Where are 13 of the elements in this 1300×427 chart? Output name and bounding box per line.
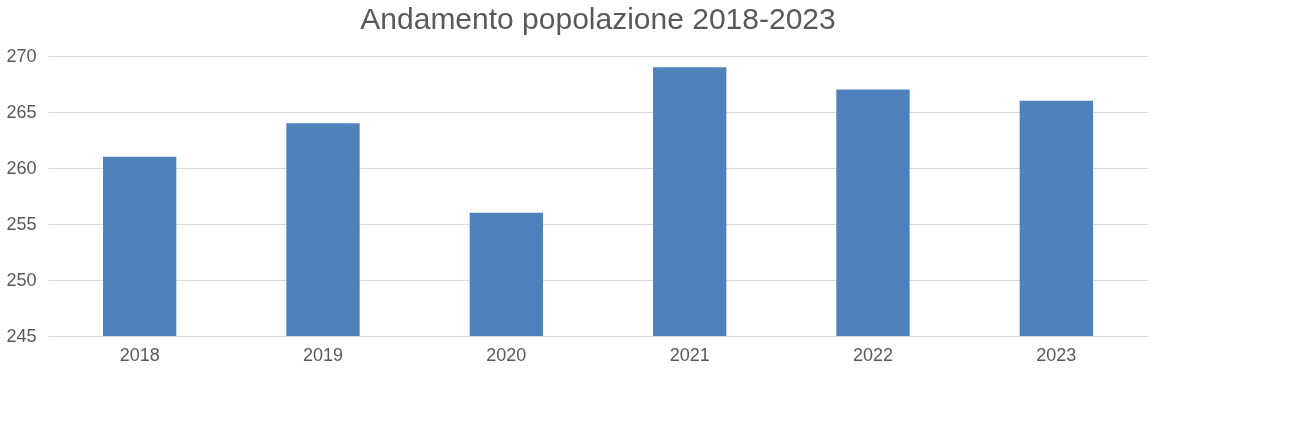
y-tick-label: 265 <box>6 101 37 122</box>
x-tick-label: 2019 <box>302 344 344 365</box>
x-tick-label: 2018 <box>119 344 160 365</box>
x-tick-label: 2021 <box>669 344 710 365</box>
x-tick-label: 2022 <box>852 344 894 365</box>
x-tick-label: 2020 <box>486 344 527 365</box>
y-tick-label: 255 <box>6 213 37 234</box>
y-tick-label: 270 <box>6 45 37 66</box>
chart-title: Andamento popolazione 2018-2023 <box>360 2 836 35</box>
y-tick-label: 250 <box>6 269 37 290</box>
x-tick-label: 2023 <box>1036 344 1077 365</box>
y-tick-label: 260 <box>6 157 37 178</box>
y-tick-label: 245 <box>6 325 37 346</box>
